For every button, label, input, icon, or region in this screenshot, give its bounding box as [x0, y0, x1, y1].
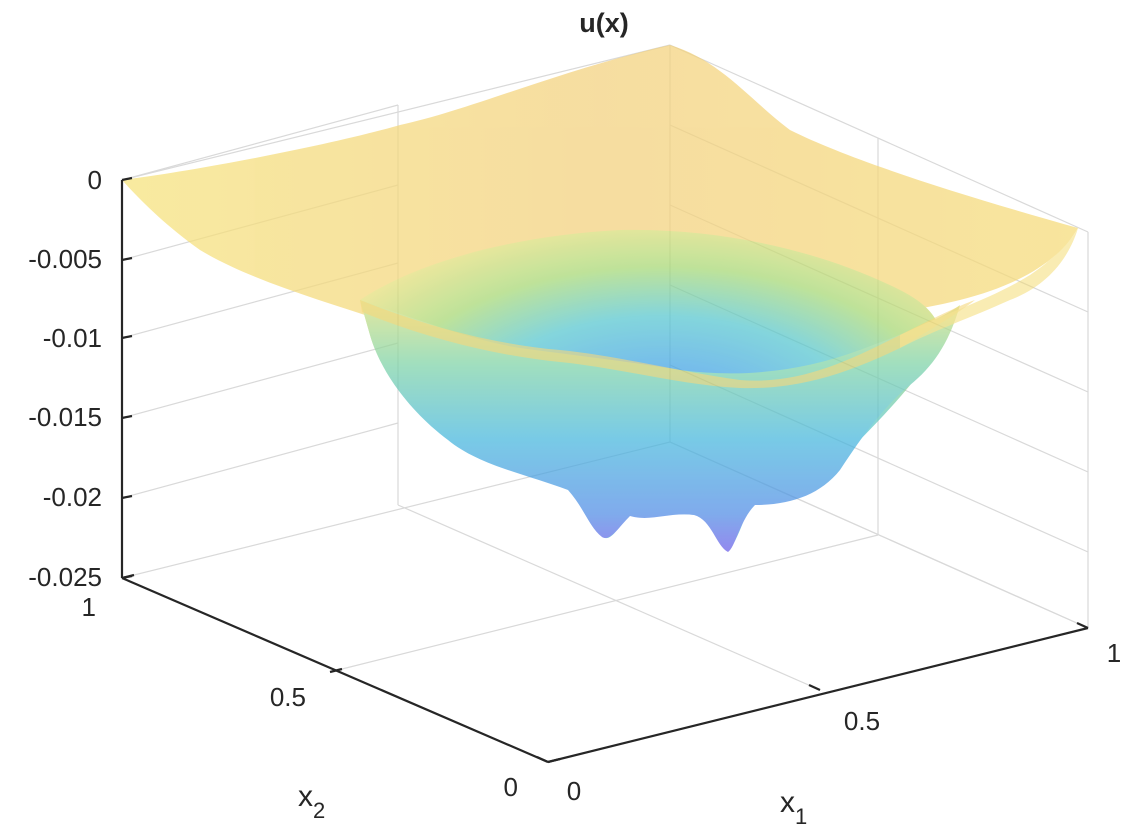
- x1-tick-label: 0.5: [844, 706, 880, 736]
- x1-tick-labels: 0 0.5 1: [567, 638, 1121, 806]
- x2-tick-marks: [121, 573, 561, 764]
- z-tick-marks: [121, 176, 133, 580]
- surface: [122, 45, 1078, 552]
- x2-axis-label: x2: [298, 780, 325, 823]
- z-tick-label: -0.01: [43, 323, 102, 353]
- chart-title: u(x): [579, 8, 629, 38]
- x2-tick-label: 0: [504, 772, 518, 802]
- z-tick-label: -0.005: [28, 244, 102, 274]
- z-tick-label: 0: [88, 165, 102, 195]
- x2-tick-labels: 1 0.5 0: [82, 592, 518, 802]
- x1-axis-label: x1: [780, 786, 807, 829]
- x2-tick-label: 1: [82, 592, 96, 622]
- x1-tick-marks: [536, 621, 1089, 764]
- z-tick-label: -0.025: [28, 562, 102, 592]
- z-tick-label: -0.015: [28, 402, 102, 432]
- x1-tick-label: 1: [1107, 638, 1121, 668]
- z-tick-label: -0.02: [43, 482, 102, 512]
- x2-tick-label: 0.5: [270, 682, 306, 712]
- x1-tick-label: 0: [567, 776, 581, 806]
- z-tick-labels: 0 -0.005 -0.01 -0.015 -0.02 -0.025: [28, 165, 102, 592]
